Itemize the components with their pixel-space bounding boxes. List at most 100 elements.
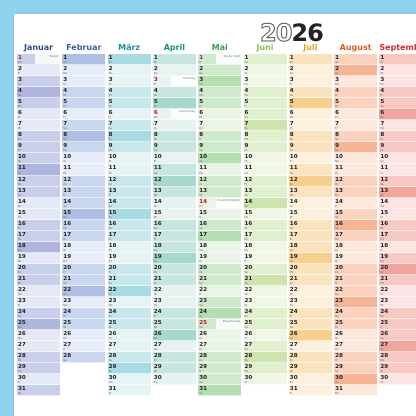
day-cell[interactable]: 9 Do (288, 142, 332, 154)
day-cell[interactable]: 8 Mi (152, 131, 196, 143)
day-cell[interactable]: 19 Mo (17, 252, 60, 264)
day-cell[interactable]: 22 So (107, 285, 151, 298)
day-cell[interactable]: 6 Mo (288, 109, 332, 121)
day-cell[interactable]: 21 So (243, 274, 287, 286)
day-cell[interactable]: 23 Do (152, 297, 196, 309)
day-cell[interactable]: 5 Do (62, 98, 106, 110)
day-cell[interactable]: 27 Sa (243, 341, 287, 353)
day-cell[interactable]: 9 Di (243, 142, 287, 154)
day-cell[interactable]: 14 Sa (62, 197, 106, 209)
day-cell[interactable]: 13 Mo (288, 186, 332, 198)
day-cell[interactable]: 27 Fr (62, 341, 106, 353)
day-cell[interactable]: 21 Di (152, 274, 196, 286)
day-cell[interactable]: 25 Sa (152, 319, 196, 331)
day-cell[interactable]: 16 Mo (62, 219, 106, 231)
day-cell[interactable]: 27 Di (17, 341, 60, 353)
day-cell[interactable]: 5 Do (107, 98, 151, 110)
day-cell[interactable]: 17 Sa (17, 230, 60, 242)
day-cell[interactable]: 9 Sa (198, 142, 242, 154)
day-cell[interactable]: 29 So (107, 363, 151, 375)
day-cell[interactable]: 3 Do (379, 76, 416, 88)
day-cell[interactable]: 30 Sa (198, 374, 242, 386)
day-cell[interactable]: 4 Mi (62, 87, 106, 99)
day-cell[interactable]: 15 Fr (198, 208, 242, 220)
day-cell[interactable]: 9 Do (152, 142, 196, 154)
day-cell[interactable]: 21 Di (288, 274, 332, 286)
day-cell[interactable]: 2 So (334, 65, 378, 77)
day-cell[interactable]: 21 Do (198, 274, 242, 286)
day-cell[interactable]: 7 Mi (17, 120, 60, 132)
day-cell[interactable]: 31 Di (107, 385, 151, 397)
day-cell[interactable]: 25 Mi (62, 319, 106, 331)
day-cell[interactable]: 4 Di (334, 87, 378, 99)
day-cell[interactable]: 19 So (288, 252, 332, 264)
day-cell[interactable]: 18 Mi (107, 241, 151, 253)
day-cell[interactable]: 23 So (334, 297, 378, 309)
day-cell[interactable]: 20 Do (334, 263, 378, 275)
day-cell[interactable]: 10 Mo (334, 153, 378, 165)
day-cell[interactable]: 27 So (379, 341, 416, 353)
day-cell[interactable]: 25 Di (334, 319, 378, 331)
day-cell[interactable]: 29 Di (379, 363, 416, 375)
day-cell[interactable]: 9 So (334, 142, 378, 154)
day-cell[interactable]: 7 Sa (107, 120, 151, 132)
day-cell[interactable]: 11 Sa (288, 164, 332, 176)
day-cell[interactable]: 24 Do (379, 308, 416, 320)
day-cell[interactable]: 12 Fr (243, 175, 287, 187)
day-cell[interactable]: 17 Mo (334, 230, 378, 242)
day-cell[interactable]: Neujahr 1 Do (17, 54, 60, 66)
day-cell[interactable]: 7 Do (198, 120, 242, 132)
day-cell[interactable]: 29 Do (17, 363, 60, 375)
day-cell[interactable]: 5 Sa (379, 98, 416, 110)
day-cell[interactable]: 17 Fr (152, 230, 196, 242)
day-cell[interactable]: 30 Do (288, 374, 332, 386)
day-cell[interactable]: 29 Mi (152, 363, 196, 375)
day-cell[interactable]: 24 Di (107, 308, 151, 320)
day-cell[interactable]: 5 Fr (243, 98, 287, 110)
day-cell[interactable]: 23 Fr (17, 297, 60, 309)
day-cell[interactable]: 18 Mo (198, 241, 242, 253)
day-cell[interactable]: 28 Fr (334, 352, 378, 364)
day-cell[interactable]: 22 Di (379, 285, 416, 298)
day-cell[interactable]: 26 So (288, 330, 332, 342)
day-cell[interactable]: 9 Mo (107, 142, 151, 154)
day-cell[interactable]: 18 Sa (152, 241, 196, 253)
day-cell[interactable]: 15 Di (379, 208, 416, 220)
day-cell[interactable]: 12 So (288, 175, 332, 187)
day-cell[interactable]: 9 Mi (379, 142, 416, 154)
day-cell[interactable]: 27 Mo (152, 341, 196, 353)
day-cell[interactable]: 22 Mo (243, 285, 287, 298)
day-cell[interactable]: 16 Mi (379, 219, 416, 231)
day-cell[interactable]: 31 Fr (288, 385, 332, 397)
day-cell[interactable]: 20 Mo (288, 263, 332, 275)
day-cell[interactable]: 27 Fr (107, 341, 151, 353)
day-cell[interactable]: 7 So (243, 120, 287, 132)
day-cell[interactable]: 26 Mo (17, 330, 60, 342)
day-cell[interactable]: 26 Sa (379, 330, 416, 342)
day-cell[interactable]: 22 Mi (152, 285, 196, 298)
day-cell[interactable]: 10 Mi (243, 153, 287, 165)
day-cell[interactable]: 23 Sa (198, 297, 242, 309)
day-cell[interactable]: 7 Fr (334, 120, 378, 132)
day-cell[interactable]: 10 Di (107, 153, 151, 165)
day-cell[interactable]: 25 Do (243, 319, 287, 331)
day-cell[interactable]: 5 So (288, 98, 332, 110)
day-cell[interactable]: 23 Di (243, 297, 287, 309)
day-cell[interactable]: 23 Mi (379, 297, 416, 309)
day-cell[interactable]: 9 Fr (17, 142, 60, 154)
day-cell[interactable]: 6 Do (334, 109, 378, 121)
day-cell[interactable]: 20 Sa (243, 263, 287, 275)
day-cell[interactable]: Tag der Arbeit 1 Fr (198, 54, 242, 66)
day-cell[interactable]: 6 Fr (62, 109, 106, 121)
day-cell[interactable]: 12 Mi (334, 175, 378, 187)
day-cell[interactable]: 4 Sa (288, 87, 332, 99)
day-cell[interactable]: 10 Di (62, 153, 106, 165)
day-cell[interactable]: 21 Sa (107, 274, 151, 286)
day-cell[interactable]: 22 Sa (334, 285, 378, 298)
day-cell[interactable]: 22 So (62, 285, 106, 298)
day-cell[interactable]: 28 Do (198, 352, 242, 364)
day-cell[interactable]: 13 Sa (243, 186, 287, 198)
day-cell[interactable]: 12 Do (107, 175, 151, 187)
day-cell[interactable]: 20 Mi (198, 263, 242, 275)
day-cell[interactable]: 15 Mi (152, 208, 196, 220)
